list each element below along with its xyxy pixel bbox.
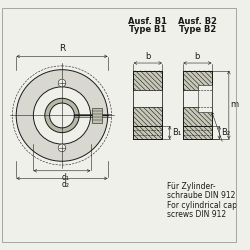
Circle shape	[16, 70, 108, 161]
Text: screws DIN 912: screws DIN 912	[167, 210, 226, 219]
Text: d₂: d₂	[62, 180, 70, 189]
Circle shape	[33, 87, 90, 144]
Text: b: b	[145, 52, 150, 61]
Text: schraube DIN 912: schraube DIN 912	[167, 191, 235, 200]
Bar	[183, 126, 212, 139]
Bar	[134, 126, 162, 139]
Bar	[134, 90, 162, 107]
Text: Type B2: Type B2	[179, 25, 216, 34]
Bar	[198, 85, 212, 112]
Bar	[183, 71, 212, 126]
Bar	[134, 126, 162, 139]
Bar	[183, 71, 212, 126]
Bar	[134, 71, 162, 126]
Text: b: b	[195, 52, 200, 61]
Circle shape	[58, 79, 66, 87]
Text: B₁: B₁	[172, 128, 181, 137]
Circle shape	[58, 144, 66, 152]
Text: m: m	[231, 100, 239, 110]
Text: d₁: d₁	[62, 173, 70, 182]
Bar	[183, 90, 212, 107]
Text: Ausf. B2: Ausf. B2	[178, 17, 217, 26]
Bar	[92, 108, 102, 123]
Text: Für Zylinder-: Für Zylinder-	[167, 182, 216, 191]
Bar	[134, 71, 162, 126]
Text: Type B1: Type B1	[129, 25, 166, 34]
Text: For cylindrical cap: For cylindrical cap	[167, 201, 237, 210]
Text: Ausf. B1: Ausf. B1	[128, 17, 167, 26]
Circle shape	[45, 98, 79, 133]
Text: B₂: B₂	[221, 128, 230, 137]
Circle shape	[50, 103, 74, 128]
Text: R: R	[59, 44, 65, 54]
Bar	[183, 126, 212, 139]
